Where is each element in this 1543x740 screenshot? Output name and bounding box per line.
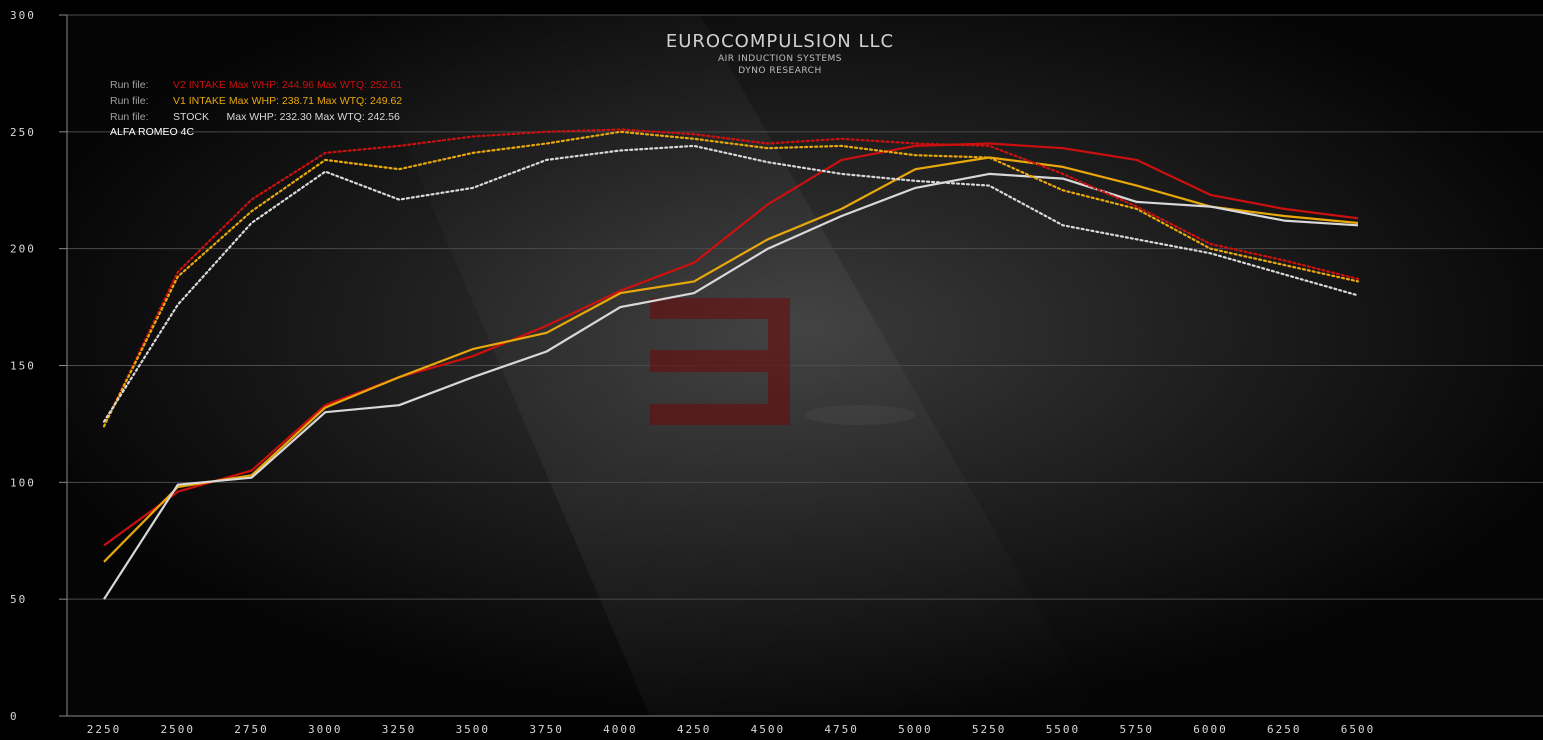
legend-entry-v2-intake: V2 INTAKE Max WHP: 244.96 Max WTQ: 252.6… <box>173 79 402 91</box>
x-tick-label-4250: 4250 <box>677 723 712 736</box>
legend-vehicle: ALFA ROMEO 4C <box>110 126 194 138</box>
series-line-4-dotted <box>102 130 1360 428</box>
legend-entry-stock: STOCK Max WHP: 232.30 Max WTQ: 242.56 <box>173 111 400 123</box>
y-tick-label-250: 250 <box>10 126 36 139</box>
watermark-logo <box>650 298 915 425</box>
x-tick-label-5500: 5500 <box>1046 723 1081 736</box>
x-tick-label-4500: 4500 <box>751 723 786 736</box>
y-tick-label-0: 0 <box>10 710 19 723</box>
y-tick-label-200: 200 <box>10 243 36 256</box>
x-axis-ticks: 2250 2500 2750 3000 3250 3500 3750 4000 4250 4500… <box>87 723 1376 736</box>
y-tick-label-50: 50 <box>10 593 27 606</box>
brand-subtitle-1: AIR INDUCTION SYSTEMS <box>718 54 842 64</box>
series-lines <box>102 128 1360 600</box>
x-tick-label-3250: 3250 <box>382 723 417 736</box>
x-tick-label-5250: 5250 <box>972 723 1007 736</box>
series-line-1-solid <box>103 156 1359 563</box>
x-tick-label-4000: 4000 <box>603 723 638 736</box>
x-tick-label-5000: 5000 <box>898 723 933 736</box>
legend-prefix-0: Run file: <box>110 79 149 91</box>
legend-entry-v1-intake: V1 INTAKE Max WHP: 238.71 Max WTQ: 249.6… <box>173 95 402 107</box>
brand-title: EUROCOMPULSION LLC <box>666 31 894 52</box>
x-tick-label-5750: 5750 <box>1119 723 1154 736</box>
x-tick-label-3500: 3500 <box>456 723 491 736</box>
legend-prefix-2: Run file: <box>110 111 149 123</box>
x-tick-label-6500: 6500 <box>1341 723 1376 736</box>
y-axis-ticks: 0 50 100 150 200 250 300 <box>10 9 67 723</box>
x-tick-label-3000: 3000 <box>308 723 343 736</box>
x-tick-label-2750: 2750 <box>234 723 269 736</box>
series-line-0-solid <box>103 142 1359 547</box>
brand-subtitle-2: DYNO RESEARCH <box>738 66 821 76</box>
series-line-3-dotted <box>102 128 1360 428</box>
series-line-5-dotted <box>102 144 1360 423</box>
x-tick-label-6000: 6000 <box>1193 723 1228 736</box>
series-line-2-solid <box>103 172 1359 600</box>
y-tick-label-150: 150 <box>10 360 36 373</box>
legend-prefix-1: Run file: <box>110 95 149 107</box>
x-tick-label-3750: 3750 <box>529 723 564 736</box>
x-tick-label-6250: 6250 <box>1267 723 1302 736</box>
legend: Run file: V2 INTAKE Max WHP: 244.96 Max … <box>110 79 402 138</box>
grid-lines <box>67 14 1543 600</box>
x-tick-label-2250: 2250 <box>87 723 122 736</box>
x-tick-label-2500: 2500 <box>161 723 196 736</box>
y-tick-label-100: 100 <box>10 476 36 489</box>
x-tick-label-4750: 4750 <box>824 723 859 736</box>
y-tick-label-300: 300 <box>10 9 36 22</box>
